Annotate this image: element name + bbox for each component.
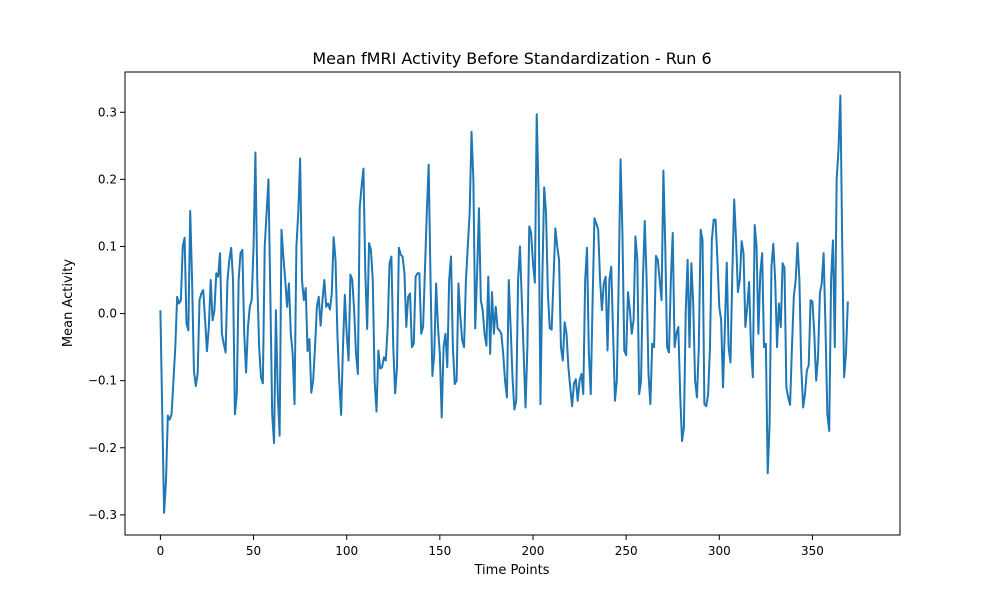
x-tick-label: 200 <box>522 544 545 558</box>
x-axis-ticks: 0 50 100 150 200 250 300 350 <box>157 535 824 558</box>
y-tick-label: 0.1 <box>98 239 117 253</box>
x-tick-label: 300 <box>708 544 731 558</box>
y-tick-label: 0.3 <box>98 105 117 119</box>
x-tick-label: 150 <box>428 544 451 558</box>
x-tick-label: 250 <box>615 544 638 558</box>
x-tick-label: 0 <box>157 544 165 558</box>
y-tick-label: −0.3 <box>88 508 117 522</box>
chart-title: Mean fMRI Activity Before Standardizatio… <box>312 49 711 68</box>
y-axis-ticks: −0.3 −0.2 −0.1 0.0 0.1 0.2 0.3 <box>88 105 125 522</box>
x-tick-label: 350 <box>801 544 824 558</box>
y-tick-label: −0.2 <box>88 441 117 455</box>
x-tick-label: 100 <box>335 544 358 558</box>
series-line-layer <box>159 94 849 514</box>
x-tick-label: 50 <box>246 544 261 558</box>
x-axis-label: Time Points <box>474 563 550 578</box>
plot-frame <box>124 71 901 536</box>
series-line-0 <box>159 94 849 514</box>
y-axis-label: Mean Activity <box>61 259 76 347</box>
y-tick-label: 0.0 <box>98 307 117 321</box>
y-tick-label: 0.2 <box>98 172 117 186</box>
y-tick-label: −0.1 <box>88 374 117 388</box>
